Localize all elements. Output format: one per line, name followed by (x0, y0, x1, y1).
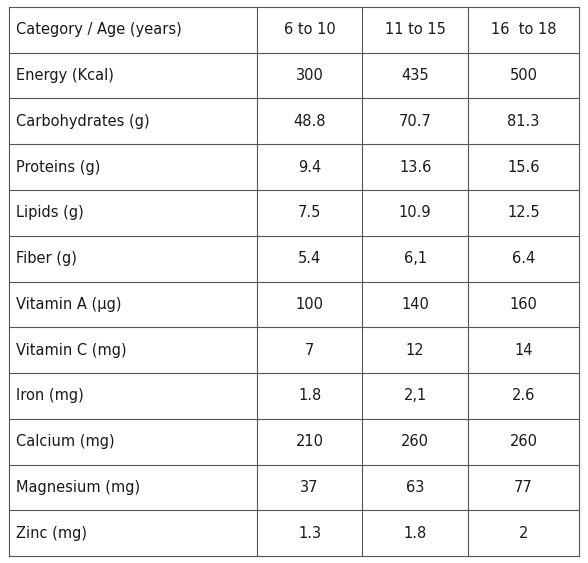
Bar (9, 511, 579, 556)
Text: Calcium (mg): Calcium (mg) (16, 434, 115, 449)
Text: 16  to 18: 16 to 18 (491, 22, 556, 37)
Bar (9, 236, 579, 282)
Text: 15.6: 15.6 (507, 159, 540, 175)
Bar (9, 373, 579, 419)
Text: 11 to 15: 11 to 15 (385, 22, 446, 37)
Text: 140: 140 (401, 297, 429, 312)
Text: 5.4: 5.4 (298, 251, 321, 266)
Text: 2.6: 2.6 (512, 388, 535, 404)
Text: 6.4: 6.4 (512, 251, 535, 266)
Text: 6,1: 6,1 (403, 251, 427, 266)
Text: 63: 63 (406, 480, 425, 495)
Text: Proteins (g): Proteins (g) (16, 159, 101, 175)
Text: Category / Age (years): Category / Age (years) (16, 22, 182, 37)
Text: 48.8: 48.8 (293, 114, 326, 129)
Text: 1.8: 1.8 (403, 526, 427, 541)
Text: 70.7: 70.7 (399, 114, 432, 129)
Text: Iron (mg): Iron (mg) (16, 388, 84, 404)
Bar (9, 144, 579, 190)
Text: Vitamin C (mg): Vitamin C (mg) (16, 343, 127, 358)
Text: 81.3: 81.3 (507, 114, 540, 129)
Text: Zinc (mg): Zinc (mg) (16, 526, 88, 541)
Text: 12: 12 (406, 343, 425, 358)
Bar (9, 99, 579, 144)
Bar (9, 7, 579, 52)
Text: 210: 210 (296, 434, 323, 449)
Text: 435: 435 (402, 68, 429, 83)
Text: 1.8: 1.8 (298, 388, 321, 404)
Text: 100: 100 (296, 297, 323, 312)
Text: 500: 500 (510, 68, 537, 83)
Text: 9.4: 9.4 (298, 159, 321, 175)
Text: 6 to 10: 6 to 10 (284, 22, 336, 37)
Text: 7: 7 (305, 343, 315, 358)
Bar (9, 419, 579, 464)
Text: 13.6: 13.6 (399, 159, 432, 175)
Text: Carbohydrates (g): Carbohydrates (g) (16, 114, 150, 129)
Text: 7.5: 7.5 (298, 205, 322, 220)
Text: Fiber (g): Fiber (g) (16, 251, 78, 266)
Bar (9, 190, 579, 236)
Text: 14: 14 (514, 343, 533, 358)
Text: Energy (Kcal): Energy (Kcal) (16, 68, 114, 83)
Bar (9, 464, 579, 511)
Text: 160: 160 (510, 297, 537, 312)
Text: 12.5: 12.5 (507, 205, 540, 220)
Bar (9, 282, 579, 327)
Text: Magnesium (mg): Magnesium (mg) (16, 480, 141, 495)
Text: 37: 37 (300, 480, 319, 495)
Text: 300: 300 (296, 68, 323, 83)
Bar (9, 52, 579, 99)
Text: 1.3: 1.3 (298, 526, 321, 541)
Text: 77: 77 (514, 480, 533, 495)
Text: Vitamin A (μg): Vitamin A (μg) (16, 297, 122, 312)
Text: Lipids (g): Lipids (g) (16, 205, 84, 220)
Text: 260: 260 (401, 434, 429, 449)
Bar (9, 327, 579, 373)
Text: 260: 260 (510, 434, 537, 449)
Text: 2,1: 2,1 (403, 388, 427, 404)
Text: 2: 2 (519, 526, 528, 541)
Text: 10.9: 10.9 (399, 205, 432, 220)
